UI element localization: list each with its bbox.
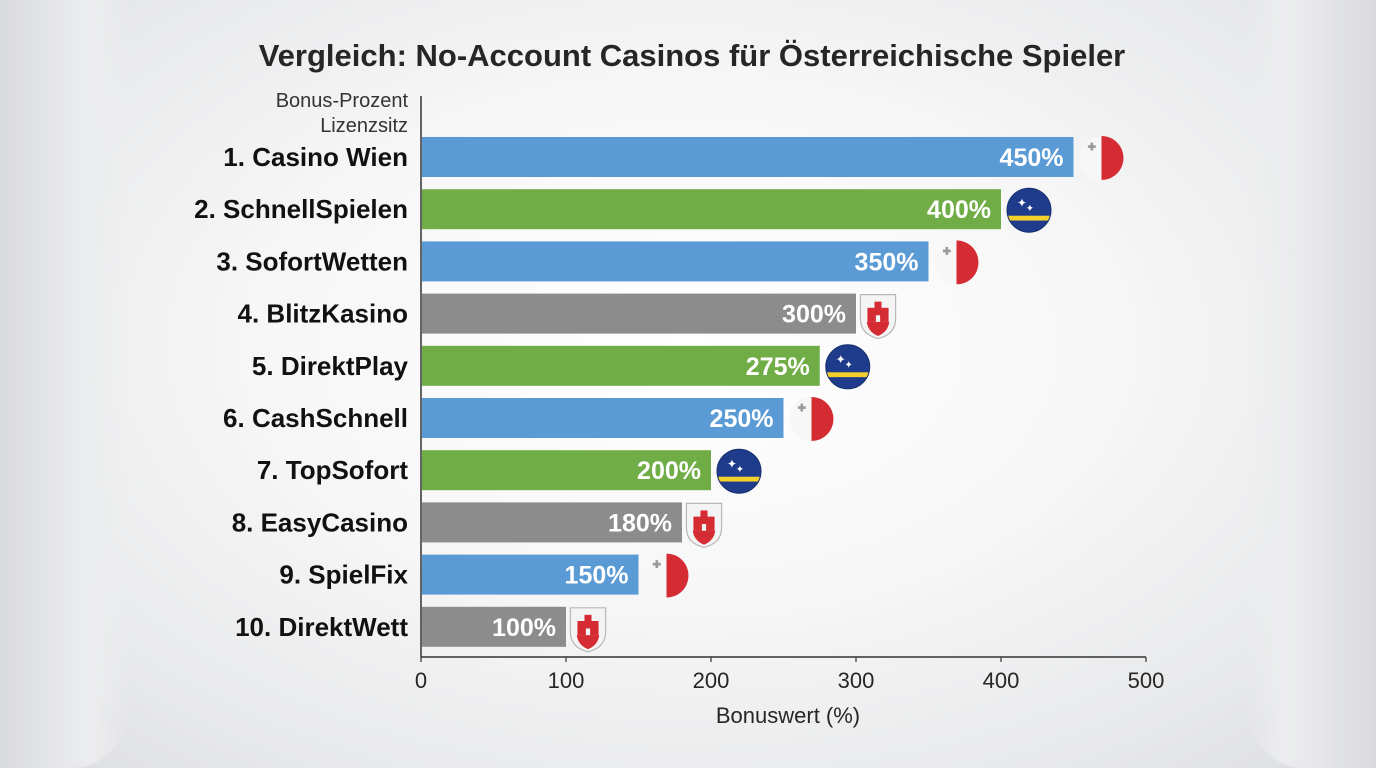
x-tick-label: 0 [415,668,427,693]
category-label: 5. DirektPlay [252,351,409,381]
bar [422,345,820,386]
malta-flag-icon [644,553,689,598]
category-label: 1. Casino Wien [223,142,408,172]
curacao-flag-icon: ✦✦ [825,344,871,390]
x-tick-label: 200 [693,668,730,693]
category-label: 10. DirektWett [235,612,408,642]
curacao-flag-icon: ✦✦ [1006,187,1052,233]
bar-value-label: 100% [492,614,556,642]
category-label: 7. TopSofort [257,455,409,485]
x-tick-label: 300 [838,668,875,693]
bar-value-label: 200% [637,457,701,485]
bar [422,502,682,543]
gibraltar-crest-icon [685,502,723,549]
bar [422,293,856,334]
bar-value-label: 250% [710,405,774,433]
svg-text:✦: ✦ [1017,196,1027,210]
bar [422,606,566,647]
bar [422,137,1074,177]
malta-flag-icon [1079,136,1124,180]
bar-value-label: 400% [927,196,991,224]
category-label: 3. SofortWetten [216,246,408,276]
bar [422,554,639,595]
svg-text:✦: ✦ [727,457,737,471]
x-tick-label: 100 [548,668,585,693]
bar [422,450,711,491]
chart-title: Vergleich: No-Account Casinos für Österr… [259,38,1126,73]
plot-area: 0 100 200 300 400 500 1. Casino Wien 450% 2. Sch… [194,96,1164,693]
x-tick-label: 500 [1128,668,1165,693]
svg-text:✦: ✦ [736,464,744,475]
category-label: 9. SpielFix [279,560,408,590]
bar [422,241,929,282]
svg-text:✦: ✦ [844,360,852,371]
category-label: 6. CashSchnell [223,403,408,433]
curacao-flag-icon: ✦✦ [716,448,762,494]
bar [422,398,784,438]
malta-flag-icon [934,240,979,285]
bar-value-label: 150% [565,562,629,590]
bar-value-label: 180% [608,509,672,537]
category-label: 8. EasyCasino [232,507,408,537]
x-tick-label: 400 [983,668,1020,693]
background-wall-left [0,0,130,768]
background-wall-right [1246,0,1376,768]
bar-value-label: 350% [855,248,919,276]
bar-value-label: 275% [746,353,810,381]
category-label: 4. BlitzKasino [238,299,408,329]
category-label: 2. SchnellSpielen [194,194,408,224]
legend-label-license: Lizenzsitz [320,115,408,137]
svg-text:✦: ✦ [836,353,846,367]
malta-flag-icon [789,397,834,441]
gibraltar-crest-icon [569,607,607,653]
x-axis-label: Bonuswert (%) [716,703,860,728]
bar [422,189,1001,230]
bar-value-label: 300% [782,301,846,329]
bar-value-label: 450% [1000,144,1064,172]
gibraltar-crest-icon [859,294,897,340]
legend-label-bonus: Bonus-Prozent [276,90,409,112]
svg-text:✦: ✦ [1026,203,1034,214]
